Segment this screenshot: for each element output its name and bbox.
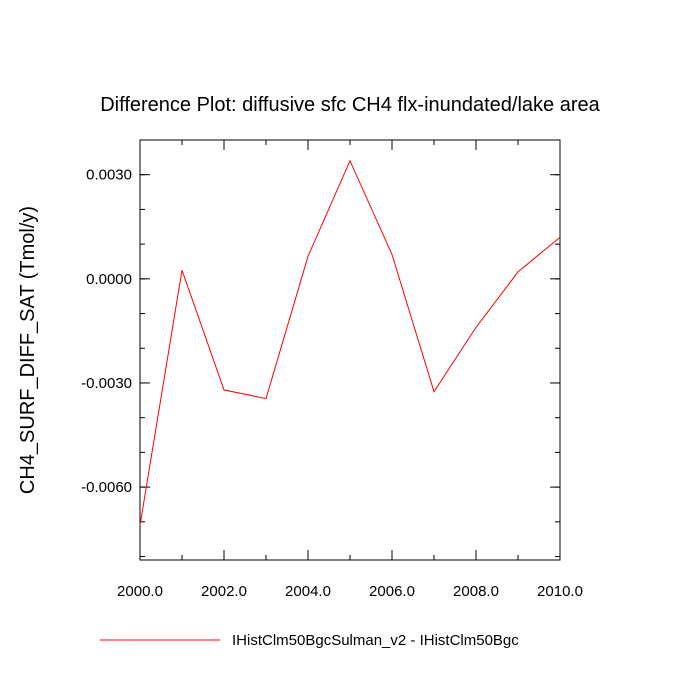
x-tick-label: 2010.0 [537, 583, 583, 600]
legend-label: IHistClm50BgcSulman_v2 - IHistClm50Bgc [232, 632, 519, 649]
x-tick-label: 2004.0 [285, 583, 331, 600]
legend: IHistClm50BgcSulman_v2 - IHistClm50Bgc [100, 632, 519, 649]
y-tick-label: -0.0060 [81, 479, 132, 496]
y-tick-label: 0.0030 [86, 167, 132, 184]
x-tick-label: 2002.0 [201, 583, 247, 600]
plot-area: 0.0030 0.0000 -0.0030 -0.0060 2000.0 2002.0 20… [81, 139, 583, 600]
y-tick-label: -0.0030 [81, 375, 132, 392]
x-tick-label: 2008.0 [453, 583, 499, 600]
series-line [139, 159, 561, 526]
y-axis-label: CH4_SURF_DIFF_SAT (Tmol/y) [17, 206, 39, 494]
x-tick-label: 2000.0 [117, 583, 163, 600]
plot-frame [139, 139, 561, 561]
x-tick-label: 2006.0 [369, 583, 415, 600]
y-tick-label: 0.0000 [86, 271, 132, 288]
chart-title: Difference Plot: diffusive sfc CH4 flx-i… [100, 94, 600, 116]
